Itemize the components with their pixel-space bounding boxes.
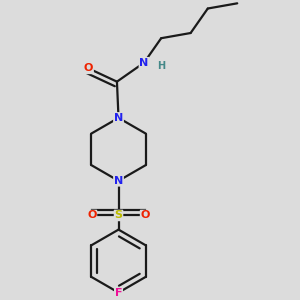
Text: O: O — [87, 211, 97, 220]
Text: S: S — [115, 211, 122, 220]
Text: N: N — [140, 58, 148, 68]
Text: N: N — [114, 113, 123, 123]
Text: O: O — [141, 211, 150, 220]
Text: H: H — [157, 61, 165, 71]
Text: N: N — [114, 176, 123, 186]
Text: O: O — [84, 63, 93, 74]
Text: F: F — [115, 288, 122, 298]
